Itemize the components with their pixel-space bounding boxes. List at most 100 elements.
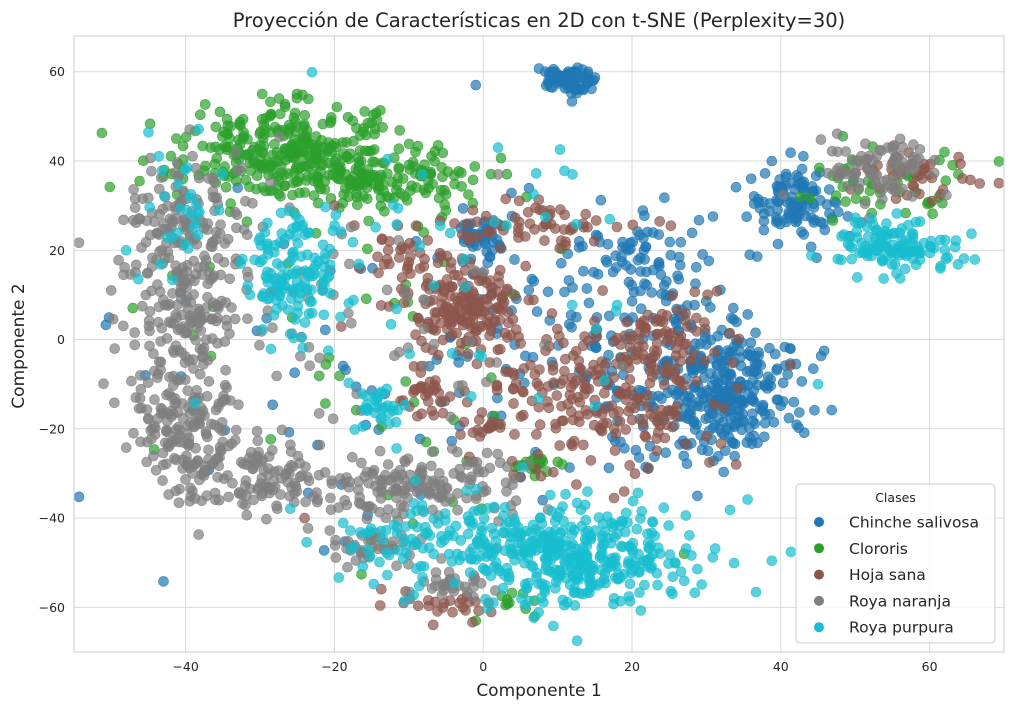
data-point — [631, 393, 642, 405]
data-point — [180, 297, 191, 308]
data-point — [254, 256, 266, 268]
data-point — [671, 401, 683, 412]
data-point — [356, 388, 368, 400]
data-point — [353, 258, 365, 270]
data-point — [656, 393, 667, 405]
data-point — [663, 558, 674, 569]
data-point — [200, 160, 211, 172]
data-point — [887, 141, 898, 152]
data-point — [215, 219, 226, 230]
data-point — [109, 397, 120, 409]
data-point — [758, 208, 770, 220]
data-point — [141, 404, 153, 416]
y-tick-label: 0 — [57, 332, 65, 347]
data-point — [157, 404, 168, 416]
data-point — [242, 229, 253, 241]
data-point — [481, 246, 493, 257]
data-point — [879, 241, 891, 252]
data-point — [219, 379, 231, 391]
data-point — [609, 445, 621, 456]
data-point — [391, 303, 403, 315]
data-point — [566, 321, 577, 333]
data-point — [993, 156, 1005, 167]
data-point — [566, 528, 578, 540]
data-point — [500, 193, 512, 205]
data-point — [404, 185, 416, 197]
data-point — [583, 297, 595, 309]
data-point — [866, 250, 877, 262]
data-point — [569, 586, 581, 598]
data-point — [652, 314, 663, 326]
data-point — [157, 203, 168, 215]
data-point — [892, 159, 904, 170]
data-point — [192, 307, 204, 319]
data-point — [156, 244, 168, 256]
data-point — [391, 179, 403, 190]
data-point — [571, 479, 582, 490]
data-point — [418, 323, 430, 335]
data-point — [325, 115, 337, 127]
data-point — [396, 272, 408, 283]
data-point — [877, 193, 888, 205]
data-point — [497, 290, 509, 302]
data-point — [299, 187, 311, 198]
data-point — [611, 221, 623, 233]
data-point — [362, 243, 373, 255]
data-point — [619, 351, 631, 363]
data-point — [732, 382, 744, 394]
data-point — [404, 348, 415, 360]
data-point — [344, 525, 356, 536]
data-point — [462, 348, 474, 360]
data-point — [455, 429, 466, 440]
data-point — [402, 290, 413, 302]
data-point — [242, 313, 253, 325]
data-point — [506, 587, 518, 599]
data-point — [833, 162, 845, 174]
data-point — [230, 147, 241, 159]
data-point — [798, 427, 810, 439]
data-point — [798, 151, 809, 162]
data-point — [939, 234, 951, 246]
data-point — [283, 147, 295, 158]
data-point — [492, 142, 504, 153]
data-point — [619, 442, 630, 454]
data-point — [337, 360, 349, 372]
data-point — [284, 490, 296, 502]
data-point — [231, 209, 243, 221]
data-point — [340, 168, 352, 180]
data-point — [143, 192, 154, 204]
data-point — [382, 153, 393, 165]
data-point — [894, 133, 906, 145]
data-point — [651, 328, 663, 340]
data-point — [502, 598, 513, 610]
data-point — [412, 410, 423, 422]
data-point — [466, 471, 477, 483]
data-point — [393, 162, 405, 173]
data-point — [381, 284, 393, 296]
data-point — [616, 515, 627, 527]
data-point — [645, 563, 657, 574]
data-point — [667, 421, 678, 433]
data-point — [279, 98, 291, 110]
data-point — [666, 335, 677, 346]
data-point — [680, 438, 692, 450]
data-point — [644, 377, 656, 389]
data-point — [166, 391, 178, 403]
data-point — [318, 545, 330, 556]
data-point — [184, 495, 196, 507]
data-point — [524, 218, 536, 229]
data-point — [449, 577, 460, 589]
data-point — [297, 342, 309, 354]
data-point — [589, 400, 601, 412]
data-point — [181, 459, 193, 470]
data-point — [473, 414, 485, 426]
data-point — [679, 380, 691, 392]
data-point — [128, 427, 139, 439]
data-point — [911, 154, 922, 166]
data-point — [284, 503, 296, 515]
data-point — [724, 327, 736, 339]
data-point — [118, 214, 129, 226]
y-tick-label: −40 — [39, 511, 65, 526]
data-point — [785, 546, 797, 558]
data-point — [452, 295, 464, 307]
